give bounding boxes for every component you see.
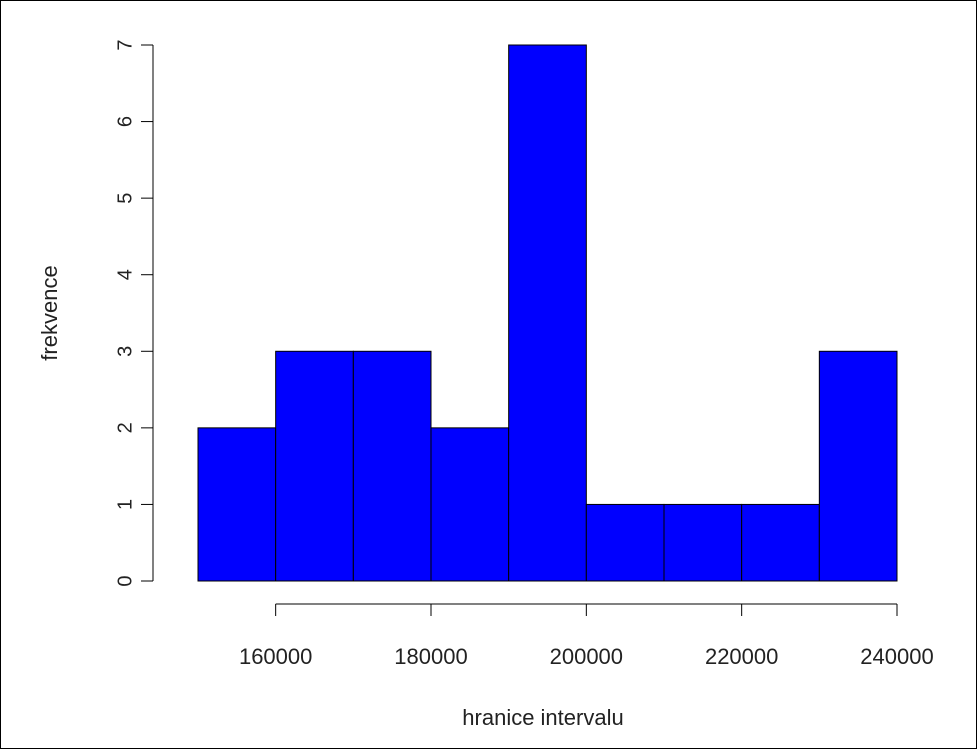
y-tick-label-0: 0 [114,575,136,586]
histogram-bar-5 [508,44,587,582]
histogram-bar-1 [197,427,277,582]
x-tick-label-180000: 180000 [394,644,467,669]
y-tick-label-6: 6 [114,116,136,127]
x-tick-label-200000: 200000 [550,644,623,669]
y-tick-label-1: 1 [114,499,136,510]
y-tick-label-4: 4 [114,269,136,280]
x-tick-label-240000: 240000 [860,644,933,669]
histogram-bar-3 [352,350,432,582]
histogram-bar-4 [430,427,510,582]
x-axis-label: hranice intervalu [462,705,623,730]
histogram-bar-7 [663,503,743,582]
y-tick-label-3: 3 [114,346,136,357]
y-tick-label-7: 7 [114,39,136,50]
y-tick-label-2: 2 [114,422,136,433]
x-tick-label-160000: 160000 [239,644,312,669]
x-axis: 160000 180000 200000 220000 240000 [239,603,934,669]
histogram-bar-2 [275,350,354,582]
histogram-bar-9 [818,350,898,582]
histogram-bar-8 [741,503,820,582]
x-tick-label-220000: 220000 [705,644,778,669]
y-axis-label: frekvence [37,265,62,360]
y-axis: 0 1 2 3 4 5 6 7 [114,39,154,587]
bars-layer [197,44,898,582]
y-tick-label-5: 5 [114,193,136,204]
histogram-bar-6 [585,503,665,582]
